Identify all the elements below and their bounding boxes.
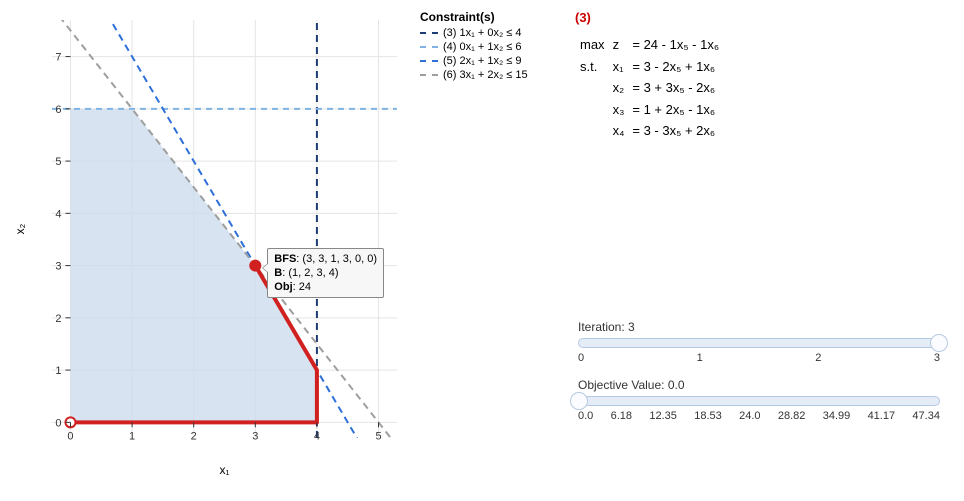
svg-text:3: 3 [55,261,61,273]
svg-text:x₁: x₁ [219,463,229,477]
svg-text:6: 6 [55,104,61,116]
slider-tick: 0 [578,352,584,364]
iteration-slider-label: Iteration: 3 [578,320,940,334]
slider-tick: 3 [934,352,940,364]
objective-slider[interactable] [578,396,940,406]
controls-panel: Iteration: 3 0 1 2 3 Objective Value: 0.0 0… [578,320,940,436]
legend-title: Constraint(s) [420,10,580,24]
slider-tick: 2 [815,352,821,364]
legend-item: (6) 3x₁ + 2x₂ ≤ 15 [420,69,580,81]
dictionary-row: x₂= 3 + 3x₅ - 2x₆ [577,78,722,98]
svg-text:5: 5 [375,430,381,442]
dictionary-row: x₄= 3 - 3x₅ + 2x₆ [577,121,722,141]
dictionary-row: s.t.x₁= 3 - 2x₅ + 1x₆ [577,57,722,77]
legend-item: (3) 1x₁ + 0x₂ ≤ 4 [420,27,580,39]
slider-tick: 6.18 [611,410,632,422]
lp-chart: 0 1 2 3 4 5 0 1 2 3 4 5 6 7 x₁ x₂ [12,10,412,480]
svg-text:4: 4 [55,208,61,220]
slider-tick: 18.53 [694,410,722,422]
iteration-slider[interactable] [578,338,940,348]
iteration-slider-block: Iteration: 3 0 1 2 3 [578,320,940,364]
iteration-slider-ticks: 0 1 2 3 [578,352,940,364]
svg-text:0: 0 [67,430,73,442]
legend-swatch [420,60,438,62]
slider-tick: 34.99 [823,410,851,422]
slider-tick: 28.82 [778,410,806,422]
iteration-slider-thumb[interactable] [930,334,948,352]
legend-swatch [420,46,438,48]
svg-text:2: 2 [55,313,61,325]
svg-text:1: 1 [55,365,61,377]
dictionary-panel: (3) maxz= 24 - 1x₅ - 1x₆s.t.x₁= 3 - 2x₅ … [575,10,945,143]
slider-tick: 0.0 [578,410,593,422]
legend-swatch [420,32,438,34]
legend-label: (4) 0x₁ + 1x₂ ≤ 6 [443,41,522,53]
slider-tick: 12.35 [649,410,677,422]
legend-label: (6) 3x₁ + 2x₂ ≤ 15 [443,69,528,81]
legend-label: (5) 2x₁ + 1x₂ ≤ 9 [443,55,522,67]
bfs-tooltip: BFS: (3, 3, 1, 3, 0, 0)B: (1, 2, 3, 4)Ob… [267,248,384,299]
svg-text:5: 5 [55,156,61,168]
chart-svg: 0 1 2 3 4 5 0 1 2 3 4 5 6 7 x₁ x₂ [12,10,412,480]
slider-tick: 1 [697,352,703,364]
dictionary-row: x₃= 1 + 2x₅ - 1x₆ [577,100,722,120]
dictionary-table: maxz= 24 - 1x₅ - 1x₆s.t.x₁= 3 - 2x₅ + 1x… [575,33,724,143]
objective-slider-block: Objective Value: 0.0 0.0 6.18 12.35 18.53 24… [578,378,940,422]
svg-text:3: 3 [252,430,258,442]
dictionary-iteration-header: (3) [575,10,945,25]
slider-tick: 47.34 [912,410,940,422]
legend-label: (3) 1x₁ + 0x₂ ≤ 4 [443,27,522,39]
svg-text:4: 4 [314,430,320,442]
legend-item: (4) 0x₁ + 1x₂ ≤ 6 [420,41,580,53]
objective-slider-label: Objective Value: 0.0 [578,378,940,392]
svg-text:x₂: x₂ [13,223,27,234]
objective-slider-thumb[interactable] [570,392,588,410]
svg-text:1: 1 [129,430,135,442]
svg-text:0: 0 [55,417,61,429]
legend-item: (5) 2x₁ + 1x₂ ≤ 9 [420,55,580,67]
slider-tick: 24.0 [739,410,760,422]
dictionary-row: maxz= 24 - 1x₅ - 1x₆ [577,35,722,55]
legend-swatch [420,74,438,76]
constraints-legend: Constraint(s) (3) 1x₁ + 0x₂ ≤ 4 (4) 0x₁ +… [420,10,580,83]
svg-text:2: 2 [191,430,197,442]
svg-text:7: 7 [55,52,61,64]
objective-slider-ticks: 0.0 6.18 12.35 18.53 24.0 28.82 34.99 41.17 47.3… [578,410,940,422]
slider-tick: 41.17 [868,410,896,422]
